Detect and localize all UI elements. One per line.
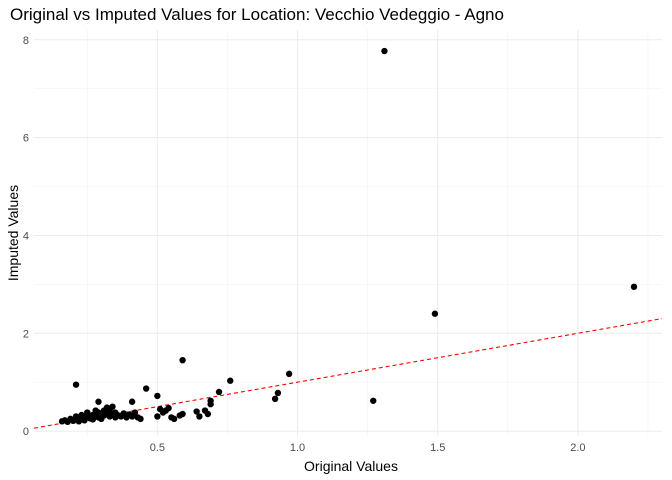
data-point bbox=[271, 395, 279, 403]
data-point bbox=[84, 409, 91, 416]
data-point bbox=[154, 413, 161, 420]
data-point bbox=[207, 397, 214, 404]
data-point bbox=[89, 416, 97, 423]
data-point bbox=[142, 385, 150, 392]
y-tick-label: 4 bbox=[23, 230, 29, 242]
data-point bbox=[204, 410, 212, 418]
data-point bbox=[106, 405, 113, 413]
data-point bbox=[630, 283, 638, 291]
x-tick-label: 0.5 bbox=[150, 442, 165, 454]
data-point bbox=[227, 377, 234, 384]
data-point bbox=[131, 409, 139, 416]
data-point bbox=[72, 381, 80, 388]
data-point bbox=[137, 415, 144, 423]
data-point bbox=[196, 413, 203, 420]
data-point bbox=[170, 415, 178, 423]
data-point bbox=[215, 388, 223, 396]
y-tick-label: 8 bbox=[23, 35, 29, 47]
x-tick-label: 2.0 bbox=[570, 442, 585, 454]
data-point bbox=[179, 356, 186, 364]
data-point bbox=[193, 408, 200, 415]
chart-title: Original vs Imputed Values for Location:… bbox=[10, 5, 504, 24]
data-point bbox=[274, 389, 282, 397]
data-point bbox=[370, 397, 377, 404]
data-point bbox=[285, 370, 293, 378]
y-axis-ticks: 0 2 4 6 8 bbox=[23, 35, 29, 438]
x-axis-ticks: 0.5 1.0 1.5 2.0 bbox=[150, 442, 586, 454]
data-point bbox=[128, 398, 136, 405]
data-point bbox=[95, 398, 102, 405]
y-tick-label: 0 bbox=[23, 426, 29, 438]
x-axis-title: Original Values bbox=[304, 458, 398, 474]
reference-line bbox=[33, 318, 663, 429]
data-point bbox=[381, 47, 388, 55]
data-point bbox=[179, 410, 186, 418]
data-point bbox=[78, 411, 85, 419]
x-tick-label: 1.5 bbox=[430, 442, 445, 454]
data-points bbox=[58, 47, 638, 426]
y-tick-label: 6 bbox=[23, 133, 29, 145]
data-point bbox=[154, 392, 161, 400]
reference-line-layer bbox=[33, 318, 663, 429]
y-tick-label: 2 bbox=[23, 328, 29, 340]
data-point bbox=[431, 310, 439, 317]
grid bbox=[34, 30, 662, 436]
y-axis-title: Imputed Values bbox=[5, 185, 21, 281]
x-tick-label: 1.0 bbox=[290, 442, 305, 454]
data-point bbox=[165, 404, 172, 412]
